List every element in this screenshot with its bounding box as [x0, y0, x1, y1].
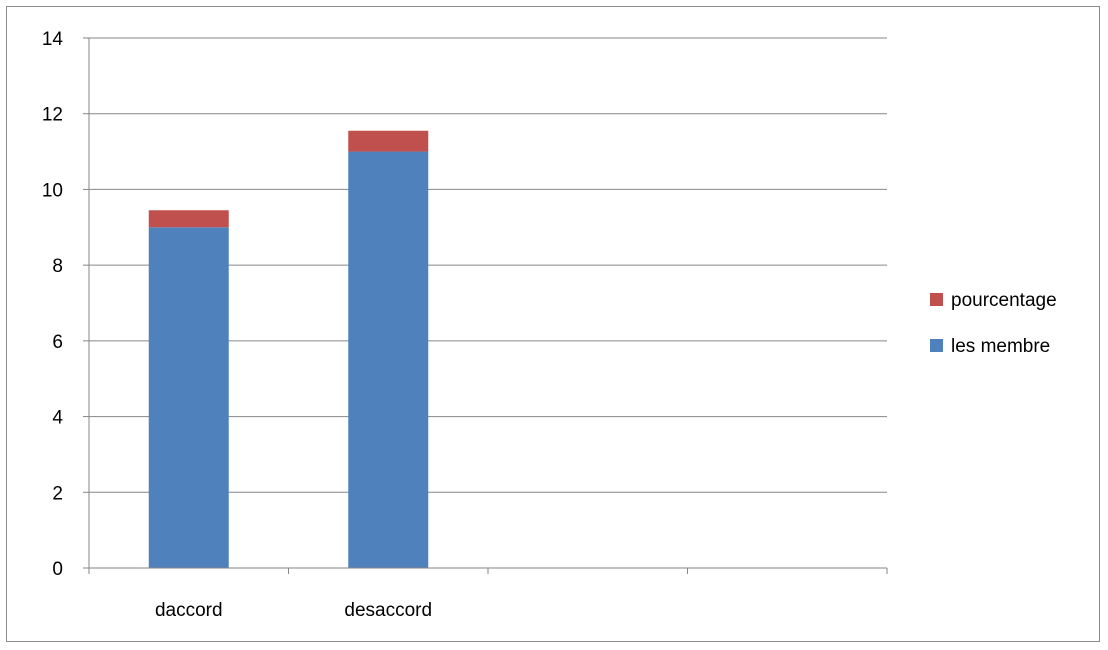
y-tick-label: 4: [52, 408, 63, 429]
bar-pourcentage-daccord: [148, 210, 229, 228]
legend-label: pourcentage: [951, 290, 1057, 311]
y-tick-label: 10: [42, 180, 63, 201]
x-tick-label: daccord: [155, 600, 223, 621]
y-axis-ticks: 0 2 4 6 8 10 12 14: [42, 29, 89, 580]
bar-les-membre-desaccord: [348, 151, 429, 569]
x-tick-label: desaccord: [344, 600, 432, 621]
y-tick-label: 0: [52, 559, 63, 580]
y-tick-label: 12: [42, 105, 63, 126]
y-tick-label: 2: [52, 483, 63, 504]
legend-swatch: [930, 293, 943, 306]
legend-swatch: [930, 339, 943, 352]
x-axis-ticks: daccord desaccord: [88, 568, 888, 621]
bar-pourcentage-desaccord: [348, 130, 429, 152]
y-tick-label: 8: [52, 256, 63, 277]
legend: pourcentage les membre: [930, 290, 1057, 357]
y-tick-label: 6: [52, 332, 63, 353]
legend-label: les membre: [951, 336, 1050, 357]
y-tick-label: 14: [42, 29, 64, 50]
bars: [148, 130, 429, 569]
bar-les-membre-daccord: [148, 227, 229, 569]
